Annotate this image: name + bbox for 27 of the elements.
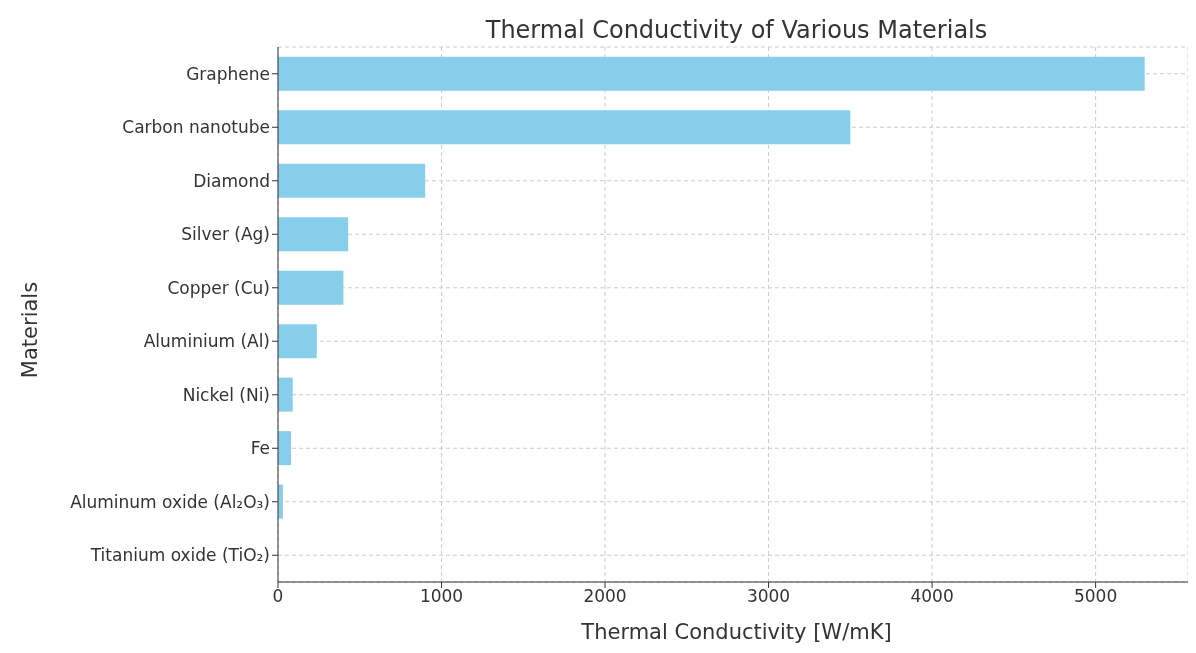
y-tick-label: Silver (Ag) [181, 224, 270, 245]
y-axis-title: Materials [18, 280, 42, 380]
bar [278, 431, 292, 466]
y-tick-label: Carbon nanotube [122, 117, 270, 138]
y-tick-label: Diamond [193, 170, 270, 191]
bar [278, 56, 1145, 91]
x-tick-label: 3000 [746, 586, 791, 607]
bar [278, 270, 344, 305]
bar [278, 217, 349, 252]
y-tick-label: Aluminum oxide (Al₂O₃) [70, 491, 270, 512]
y-tick-label: Titanium oxide (TiO₂) [89, 545, 270, 566]
chart-title: Thermal Conductivity of Various Materials [484, 16, 989, 44]
x-tick-label: 2000 [583, 586, 627, 607]
x-tick-label: 5000 [1073, 586, 1118, 607]
bar [278, 324, 317, 359]
bar [278, 163, 426, 198]
x-axis-title: Thermal Conductivity [W/mK] [580, 620, 893, 644]
x-tick-label: 4000 [910, 586, 954, 607]
y-tick-label: Fe [250, 438, 270, 459]
x-tick-label: 0 [272, 586, 284, 607]
x-tick-label: 1000 [419, 586, 464, 607]
y-tick-label: Aluminium (Al) [143, 331, 270, 352]
bar [278, 377, 293, 412]
y-tick-label: Copper (Cu) [167, 277, 270, 298]
y-tick-label: Graphene [186, 63, 270, 84]
y-tick-label: Nickel (Ni) [182, 384, 270, 405]
bar [278, 110, 851, 145]
